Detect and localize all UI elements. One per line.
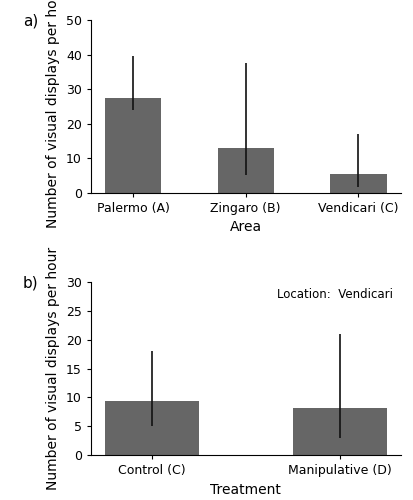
Text: a): a) — [23, 13, 38, 28]
Bar — [330, 174, 387, 192]
Text: b): b) — [23, 276, 38, 290]
Text: Location:  Vendicari: Location: Vendicari — [277, 288, 393, 300]
Y-axis label: Number of visual displays per hour: Number of visual displays per hour — [46, 247, 60, 490]
Bar — [105, 402, 199, 455]
Bar — [105, 98, 161, 192]
X-axis label: Treatment: Treatment — [210, 482, 281, 496]
X-axis label: Area: Area — [230, 220, 262, 234]
Bar — [218, 148, 274, 192]
Bar — [293, 408, 387, 455]
Y-axis label: Number of visual displays per hour: Number of visual displays per hour — [46, 0, 60, 228]
